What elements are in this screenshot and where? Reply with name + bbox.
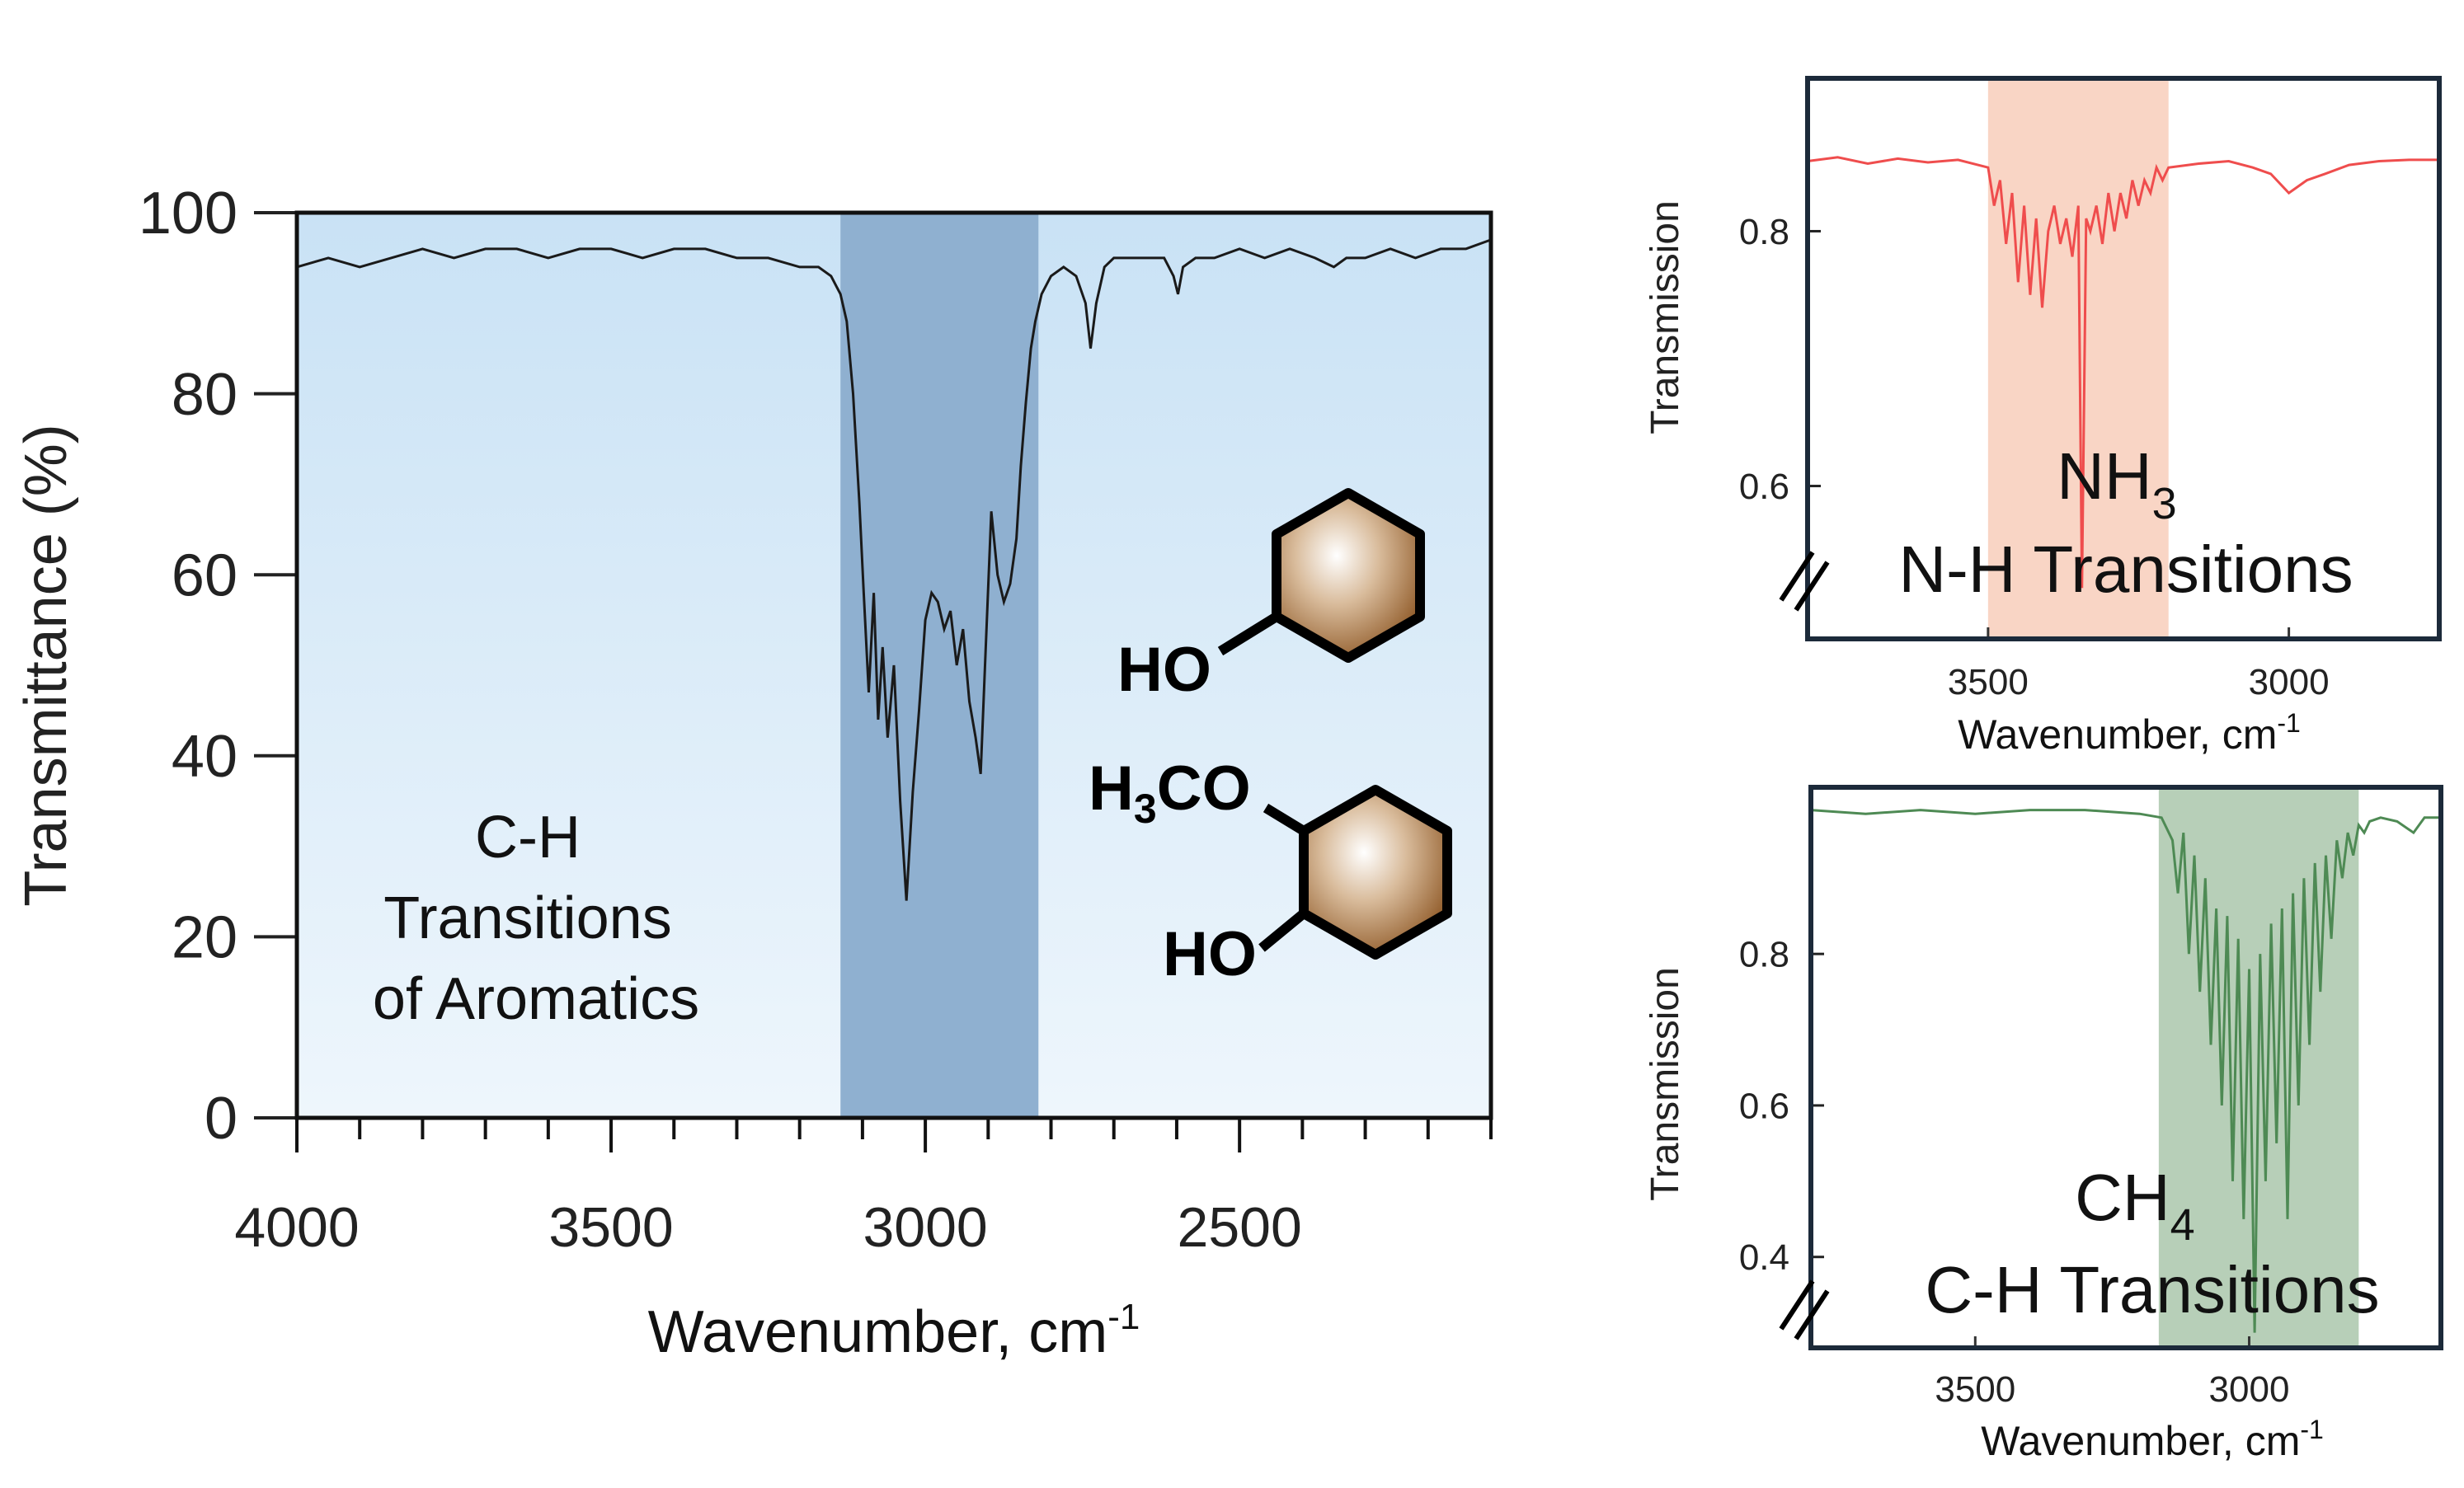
y-tick-label: 0.4: [1739, 1237, 1789, 1278]
x-axis-label: Wavenumber, cm-1: [1958, 708, 2301, 758]
annotation-ch4: CH4 C-H Transitions: [1925, 1161, 2379, 1326]
ch4-ir-chart: 3500 3000 0.4 0.6 0.8 Transmission Wavenumb…: [1643, 785, 2443, 1464]
y-axis-ticks: 0.6 0.8: [1739, 212, 1821, 507]
oh-bond: [1258, 909, 1307, 952]
annotation-nh3: NH3 N-H Transitions: [1898, 439, 2353, 606]
spectrum-line-nh3: [1807, 156, 2439, 589]
y-tick-label: 40: [172, 724, 237, 790]
aromatics-ir-chart: 4000 3500 3000 2500 0 20 40 60 80 100 Transmitta…: [13, 181, 1493, 1365]
methoxy-bond: [1263, 803, 1307, 836]
nh3-ir-chart: 3500 3000 0.6 0.8 Transmission Wavenumber,…: [1643, 76, 2442, 758]
y-tick-label: 0.6: [1739, 1086, 1789, 1126]
x-tick-label: 3500: [548, 1196, 673, 1259]
x-tick-label: 3000: [863, 1196, 987, 1259]
guaiacol-ho-label: HO: [1163, 919, 1257, 989]
axis-break-icon: [1779, 1279, 1830, 1340]
benzene-ring: [1272, 488, 1425, 663]
spectrum-line-aromatics: [296, 238, 1492, 901]
y-tick-label: 0.6: [1739, 467, 1789, 507]
x-tick-label: 3000: [2209, 1369, 2290, 1410]
guaiacol-structure: H3CO HO: [1089, 753, 1452, 989]
plot-frame: [1808, 785, 2443, 1350]
highlight-band: [840, 213, 1039, 1118]
y-tick-label: 60: [172, 542, 237, 608]
x-tick-label: 2500: [1178, 1196, 1302, 1259]
y-tick-label: 20: [172, 905, 237, 971]
y-axis-label: Transmission: [1643, 967, 1687, 1201]
y-axis-ticks: 0 20 40 60 80 100: [139, 181, 297, 1152]
y-axis-label: Transmission: [1643, 200, 1687, 434]
benzene-ring: [1299, 785, 1452, 960]
x-tick-label: 3500: [1948, 662, 2029, 702]
spectrum-line-ch4: [1810, 809, 2441, 1333]
x-axis-ticks: 3500 3000: [1948, 627, 2330, 702]
x-axis-label: Wavenumber, cm-1: [1981, 1415, 2324, 1464]
axis-break-icon: [1779, 551, 1830, 612]
x-axis-ticks: 4000 3500 3000 2500: [234, 1118, 1493, 1259]
y-axis-label: Transmittance (%): [13, 424, 79, 906]
y-tick-label: 0.8: [1739, 212, 1789, 252]
x-axis-label: Wavenumber, cm-1: [648, 1297, 1140, 1365]
x-tick-label: 4000: [234, 1196, 359, 1259]
y-tick-label: 100: [139, 181, 237, 246]
y-tick-label: 0: [205, 1086, 237, 1152]
plot-frame: [294, 210, 1493, 1120]
plot-frame: [1805, 76, 2442, 641]
highlight-band: [1987, 78, 2169, 639]
y-tick-label: 80: [172, 362, 237, 428]
methoxy-label: H3CO: [1089, 753, 1251, 832]
annotation-aromatics: C-H Transitions of Aromatics: [373, 805, 699, 1032]
oh-bond: [1217, 612, 1280, 656]
phenol-ho-label: HO: [1117, 635, 1211, 705]
phenol-structure: HO: [1117, 488, 1425, 705]
x-tick-label: 3500: [1935, 1369, 2015, 1410]
y-tick-label: 0.8: [1739, 935, 1789, 975]
x-tick-label: 3000: [2249, 662, 2330, 702]
